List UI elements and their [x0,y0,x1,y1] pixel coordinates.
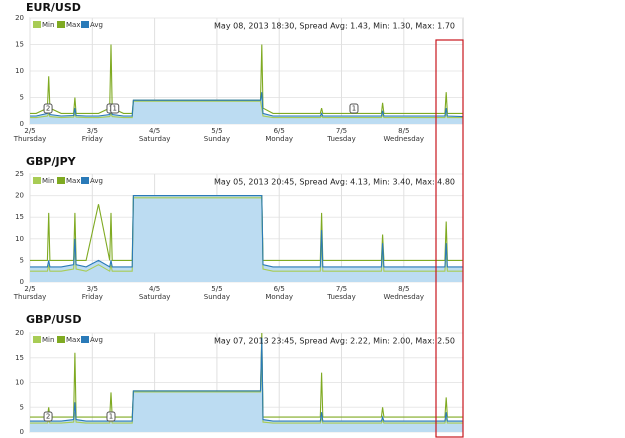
x-tick-label: 4/5 [149,285,160,293]
y-tick-label: 20 [15,329,24,337]
y-tick-label: 5 [20,94,24,102]
x-tick-label: 8/5 [398,285,409,293]
x-day-label: Thursday [13,293,47,301]
x-day-label: Saturday [139,293,171,301]
legend-label: Avg [90,177,103,185]
series-line [30,100,463,119]
flag-label: 1 [352,105,356,113]
legend-label: Avg [90,336,103,344]
flag [43,103,53,114]
flag-label: 2 [46,413,50,421]
legend-label: Max [66,336,80,344]
y-tick-label: 25 [15,170,24,178]
series-line [30,195,463,268]
y-tick-label: 0 [20,120,24,128]
x-day-label: Wednesday [384,135,425,143]
x-tick-label: 2/5 [24,285,35,293]
y-tick-label: 5 [20,256,24,264]
flag [43,411,53,422]
y-tick-label: 0 [20,428,24,436]
chart-title: GBP/USD [26,313,81,326]
legend-label: Min [42,336,54,344]
y-tick-label: 10 [15,379,24,387]
chart-layer: EUR/USD051015202/5Thursday3/5Friday4/5Sa… [13,1,464,436]
avg-area [30,337,463,432]
x-day-label: Tuesday [326,135,355,143]
series-line [30,92,464,118]
x-day-label: Sunday [204,135,230,143]
x-tick-label: 3/5 [87,285,98,293]
legend-swatch [57,336,65,343]
legend-label: Max [66,21,80,29]
y-tick-label: 10 [15,67,24,75]
legend-swatch [81,21,89,28]
legend-label: Min [42,177,54,185]
flag-label: 1 [112,105,116,113]
x-tick-label: 3/5 [87,127,98,135]
info-text: May 07, 2013 23:45, Spread Avg: 2.22, Mi… [214,337,455,346]
legend-swatch [57,21,65,28]
x-day-label: Wednesday [384,293,425,301]
y-tick-label: 15 [15,213,24,221]
y-tick-label: 0 [20,278,24,286]
y-tick-label: 15 [15,41,24,49]
y-tick-label: 10 [15,235,24,243]
x-day-label: Thursday [13,135,47,143]
x-tick-label: 7/5 [336,285,347,293]
x-tick-label: 2/5 [24,127,35,135]
x-tick-label: 5/5 [211,127,222,135]
avg-area [30,195,463,282]
legend-swatch [33,336,41,343]
y-tick-label: 15 [15,354,24,362]
legend-swatch [81,177,89,184]
flag [106,411,116,422]
flag [110,103,120,114]
flag-label: 2 [46,105,50,113]
x-day-label: Saturday [139,135,171,143]
x-tick-label: 4/5 [149,127,160,135]
x-tick-label: 7/5 [336,127,347,135]
x-tick-label: 5/5 [211,285,222,293]
x-tick-label: 8/5 [398,127,409,135]
y-tick-label: 20 [15,14,24,22]
legend-swatch [33,177,41,184]
x-day-label: Friday [82,135,103,143]
x-day-label: Sunday [204,293,230,301]
x-tick-label: 6/5 [274,127,285,135]
chart-title: GBP/JPY [26,155,77,168]
info-text: May 05, 2013 20:45, Spread Avg: 4.13, Mi… [214,178,455,187]
info-text: May 08, 2013 18:30, Spread Avg: 1.43, Mi… [214,22,455,31]
legend-swatch [33,21,41,28]
flag [349,103,359,114]
x-day-label: Tuesday [326,293,355,301]
legend-label: Avg [90,21,103,29]
y-tick-label: 20 [15,192,24,200]
x-tick-label: 6/5 [274,285,285,293]
x-day-label: Friday [82,293,103,301]
highlight-box [435,39,464,438]
x-day-label: Monday [265,293,293,301]
x-day-label: Monday [265,135,293,143]
legend-label: Min [42,21,54,29]
legend-swatch [57,177,65,184]
series-line [30,337,463,422]
legend-label: Max [66,177,80,185]
flag-label: 1 [109,413,113,421]
y-tick-label: 5 [20,403,24,411]
legend-swatch [81,336,89,343]
chart-title: EUR/USD [26,1,81,14]
